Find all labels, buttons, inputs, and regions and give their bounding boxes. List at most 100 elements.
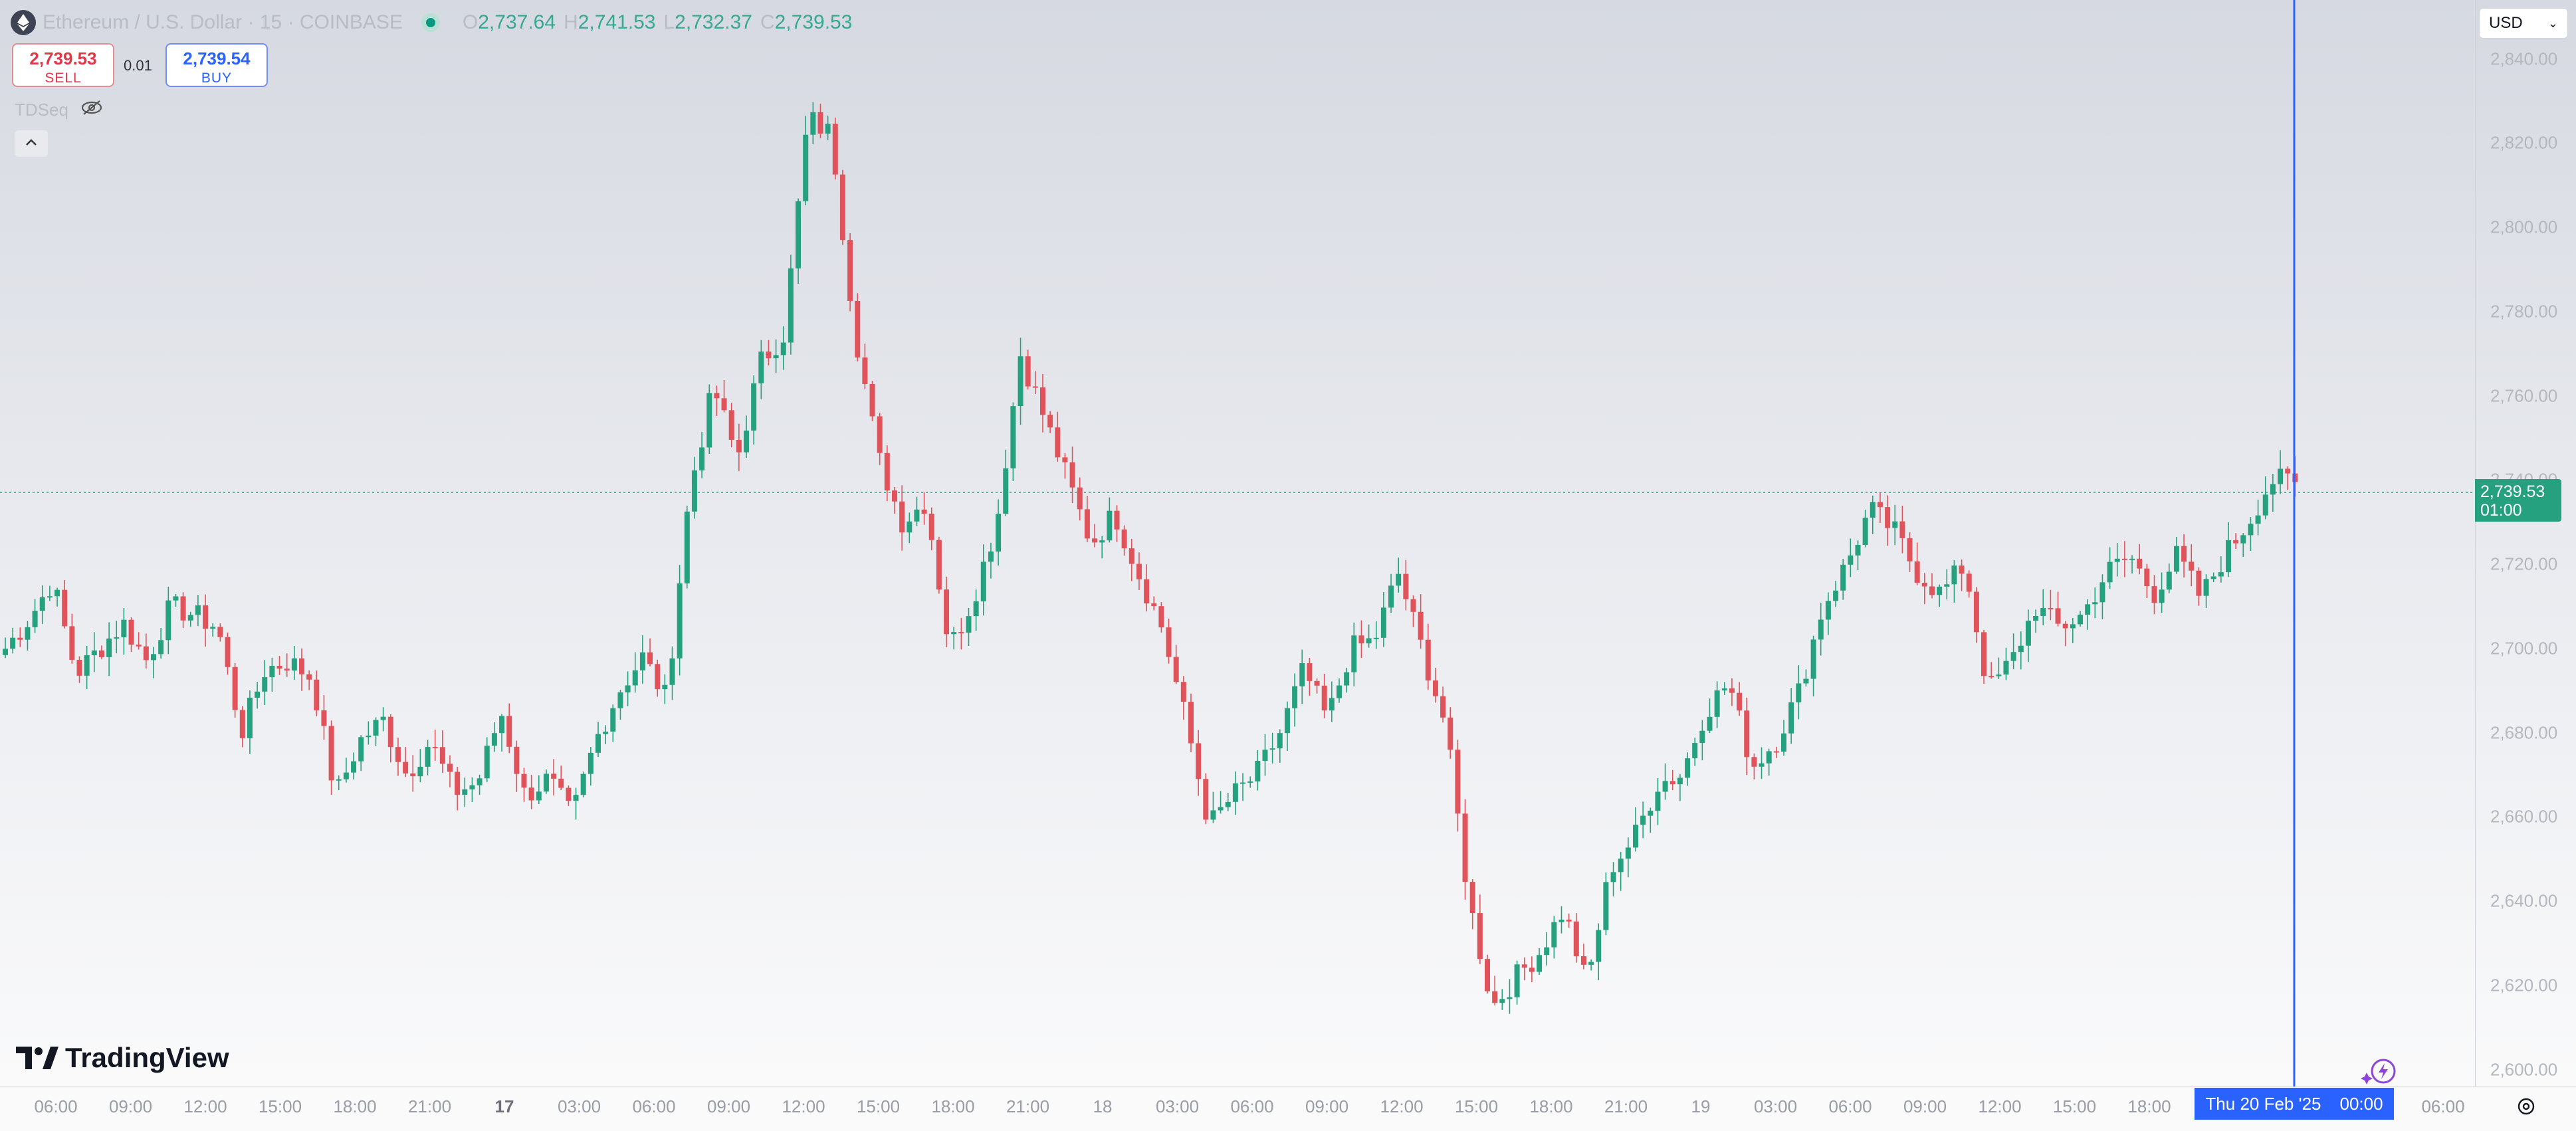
- low-value: 2,732.37: [675, 11, 752, 33]
- candle-body: [1521, 964, 1527, 968]
- candle-body: [988, 551, 994, 562]
- candle-body: [1892, 521, 1898, 528]
- candle-body: [1840, 564, 1846, 591]
- candle-body: [1277, 733, 1283, 749]
- candle-body: [1018, 356, 1023, 407]
- eye-hidden-icon[interactable]: [80, 100, 103, 120]
- candle-body: [1507, 997, 1513, 999]
- candle-body: [1351, 635, 1357, 672]
- candle-body: [1914, 561, 1920, 583]
- candle-body: [543, 773, 549, 792]
- candle-body: [69, 626, 75, 660]
- market-status-icon[interactable]: [421, 13, 440, 32]
- candle-body: [1299, 663, 1305, 686]
- candle-body: [232, 667, 238, 710]
- price-axis-label: 2,760.00: [2490, 385, 2558, 406]
- candle-body: [239, 710, 245, 738]
- candle-body: [928, 514, 934, 540]
- candle-body: [758, 352, 764, 383]
- candle-body: [684, 511, 690, 583]
- candle-body: [366, 735, 372, 738]
- candle-body: [1151, 603, 1157, 607]
- symbol-title[interactable]: Ethereum / U.S. Dollar · 15 · COINBASE: [43, 11, 403, 34]
- candle-body: [1862, 518, 1868, 545]
- currency-select[interactable]: USD ⌄: [2479, 8, 2568, 39]
- candle-body: [1529, 968, 1535, 972]
- candle-body: [173, 596, 179, 601]
- candle-body: [1596, 930, 1602, 962]
- time-axis-label: 15:00: [1454, 1096, 1499, 1116]
- indicator-name[interactable]: TDSeq: [15, 100, 68, 120]
- candle-body: [1418, 611, 1424, 640]
- candle-body: [2181, 546, 2187, 562]
- candle-body: [1929, 586, 1935, 595]
- time-axis-label: 18:00: [1529, 1096, 1573, 1116]
- candle-body: [1410, 599, 1416, 612]
- candle-body: [1810, 639, 1816, 679]
- time-axis-label: 21:00: [1006, 1096, 1050, 1116]
- chart-settings-icon[interactable]: [2516, 1096, 2536, 1120]
- candle-body: [17, 637, 23, 640]
- candlestick-chart[interactable]: [0, 0, 2475, 1086]
- buy-button[interactable]: 2,739.54 BUY: [165, 43, 268, 87]
- candle-body: [151, 654, 156, 661]
- collapse-legend-button[interactable]: [15, 130, 48, 157]
- candle-body: [1825, 601, 1831, 620]
- time-axis-label: 12:00: [1978, 1096, 2022, 1116]
- candle-body: [2033, 615, 2039, 621]
- candle-body: [1870, 502, 1876, 518]
- candle-body: [647, 652, 653, 665]
- candle-body: [839, 174, 845, 241]
- candle-body: [1714, 690, 1720, 717]
- tradingview-logo[interactable]: TradingView: [16, 1042, 229, 1074]
- candle-body: [1477, 913, 1483, 960]
- candle-body: [691, 470, 697, 512]
- candle-body: [2085, 604, 2091, 615]
- price-scale[interactable]: 2,840.00 2,820.00 2,800.00 2,780.00 2,760.00…: [2475, 0, 2576, 1086]
- candle-body: [551, 773, 557, 779]
- candle-body: [1677, 777, 1683, 785]
- candle-body: [1069, 462, 1075, 488]
- time-axis-label: 09:00: [1903, 1096, 1947, 1116]
- candle-body: [425, 747, 431, 767]
- time-axis-label: 15:00: [258, 1096, 302, 1116]
- time-axis-label: 03:00: [557, 1096, 601, 1116]
- candle-body: [1262, 750, 1268, 762]
- candle-body: [2010, 652, 2016, 661]
- buy-price: 2,739.54: [183, 49, 251, 68]
- time-axis-label: 21:00: [407, 1096, 452, 1116]
- time-scale[interactable]: 06:00 09:00 12:00 15:00 18:00 21:00 17 03:00 06:…: [0, 1086, 2576, 1131]
- candle-body: [2285, 468, 2291, 474]
- candle-body: [1877, 502, 1883, 508]
- candle-body: [2248, 524, 2254, 536]
- candle-body: [566, 787, 572, 801]
- candle-body: [395, 747, 401, 762]
- candle-body: [1003, 468, 1009, 514]
- sell-button[interactable]: 2,739.53 SELL: [12, 43, 114, 87]
- candle-body: [195, 605, 201, 615]
- candle-body: [1996, 674, 2002, 676]
- candle-body: [958, 632, 964, 634]
- price-axis-label: 2,640.00: [2490, 890, 2558, 911]
- price-axis-label: 2,800.00: [2490, 217, 2558, 237]
- candle-body: [1707, 716, 1713, 731]
- candle-body: [1729, 688, 1735, 693]
- ethereum-icon[interactable]: [11, 10, 36, 35]
- candle-body: [892, 490, 897, 502]
- candle-body: [2018, 645, 2024, 653]
- last-price-value: 2,739.53: [2480, 482, 2545, 501]
- candle-body: [321, 710, 327, 726]
- candle-body: [2062, 623, 2068, 629]
- candle-body: [506, 716, 512, 747]
- currency-value: USD: [2489, 14, 2523, 32]
- candle-body: [269, 666, 275, 678]
- indicator-legend[interactable]: TDSeq: [15, 100, 103, 120]
- time-axis-label: 06:00: [1828, 1096, 1872, 1116]
- candle-body: [2226, 540, 2231, 573]
- candle-body: [1951, 566, 1957, 585]
- candle-body: [1492, 991, 1498, 1003]
- chart-plot-area[interactable]: Ethereum / U.S. Dollar · 15 · COINBASE O…: [0, 0, 2475, 1086]
- lightning-assistant-icon[interactable]: [2361, 1057, 2398, 1086]
- candle-body: [432, 747, 438, 749]
- interval-label: 15: [259, 11, 282, 33]
